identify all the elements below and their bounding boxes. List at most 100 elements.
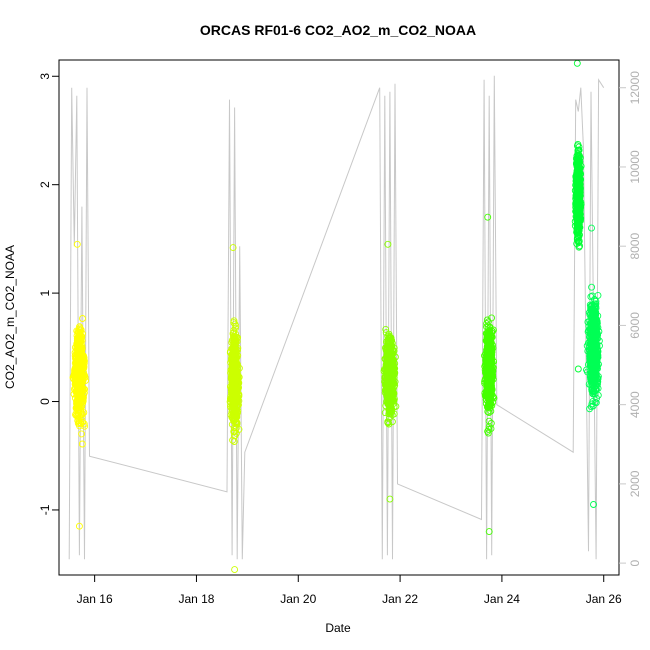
series-RF02 [226,244,243,574]
data-point [485,385,493,392]
y-tick-label: 1 [38,289,52,296]
data-point [226,402,234,410]
data-point [486,397,493,405]
scatter-points-layer [69,59,603,574]
data-point [592,399,600,407]
data-point [385,420,393,428]
data-point [486,338,494,345]
data-point [75,420,83,427]
plot-frame [58,59,620,576]
data-point [590,319,598,327]
data-point [384,419,392,427]
data-point [76,419,84,427]
data-point [390,383,398,391]
data-point [594,365,601,373]
data-point [483,316,491,324]
data-point [78,430,86,438]
y-tick-label: -1 [38,504,52,515]
data-point [391,378,399,386]
data-point [231,414,239,422]
data-point [382,402,390,410]
data-point [485,417,493,425]
data-point [594,291,602,299]
data-point [382,329,390,337]
data-point [73,240,81,248]
data-point [384,339,392,347]
data-point [230,353,238,361]
data-point [484,360,492,368]
data-point [575,191,583,199]
data-point [74,412,82,420]
data-point [485,423,493,431]
data-point [575,237,582,245]
data-point [382,325,390,333]
data-point [590,351,598,358]
data-point [75,522,83,530]
data-point [75,404,83,412]
data-point [386,410,394,417]
data-point [386,495,394,503]
data-point [73,363,80,371]
data-point [484,427,492,435]
data-point [233,337,241,345]
data-point [230,319,238,327]
data-point [575,200,583,208]
data-point [228,368,236,376]
series-RF05 [571,59,585,373]
series-RF03 [380,240,400,503]
data-point [483,377,491,385]
data-point [594,380,601,388]
data-point [382,346,390,354]
x-tick-label: Jan 18 [178,592,214,606]
data-point [76,337,83,345]
data-point [385,363,393,371]
data-point [574,166,582,173]
data-point [576,212,584,220]
data-point [388,343,396,351]
data-point [594,335,602,343]
altitude-trace-layer [68,75,605,560]
data-point [574,365,582,373]
data-point [574,232,582,240]
data-point [593,320,601,328]
data-point [575,205,582,213]
data-point [233,420,241,428]
data-point [77,394,85,402]
data-point [575,180,583,188]
data-point [229,372,237,380]
y-tick-label: 3 [38,73,52,80]
data-point [231,320,239,328]
data-point [71,367,79,375]
data-point [228,350,236,358]
data-point [231,337,239,345]
data-point [576,176,584,184]
data-point [79,315,86,322]
data-point [388,418,396,426]
y2-tick-label: 10000 [628,150,642,184]
data-point [77,356,85,364]
data-point [231,566,239,574]
altitude-trace-line [68,75,605,560]
data-point [573,236,581,244]
data-point [575,228,582,236]
data-point [230,329,238,337]
data-point [576,242,584,250]
data-point [485,345,493,353]
data-point [587,329,595,337]
data-point [76,329,83,337]
data-point [586,350,594,358]
data-point [78,411,86,419]
data-point [590,389,598,397]
data-point [230,428,238,435]
data-point [573,59,581,67]
data-point [573,142,581,150]
x-tick-label: Jan 20 [280,592,316,606]
data-point [574,190,582,197]
data-point [592,363,599,371]
data-point [592,329,599,337]
data-point [387,397,395,405]
chart-title: ORCAS RF01-6 CO2_AO2_m_CO2_NOAA [200,22,476,38]
data-point [232,384,240,391]
y-tick-label: 2 [38,181,52,188]
data-point [75,361,83,368]
